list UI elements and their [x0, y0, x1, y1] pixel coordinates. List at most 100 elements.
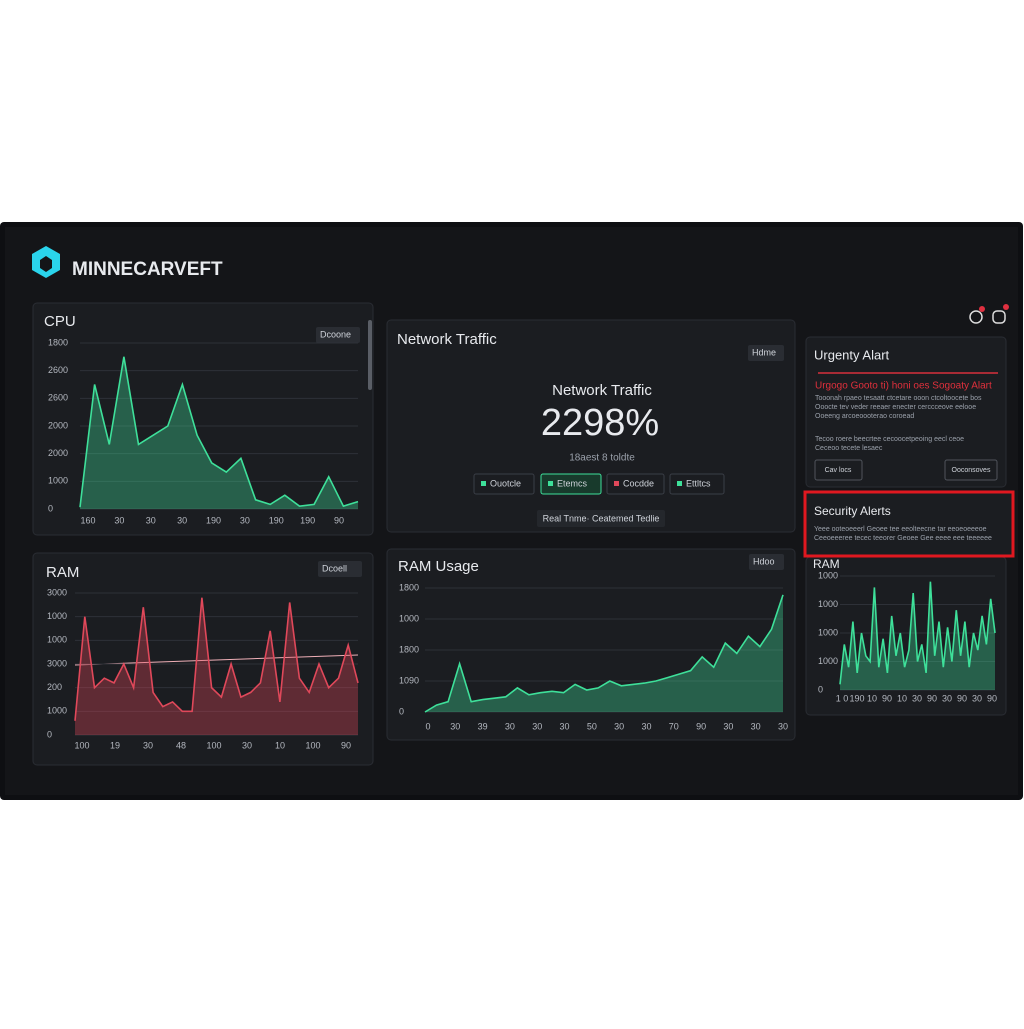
- x-tick-label: 30: [912, 693, 922, 703]
- notification-icon[interactable]: [969, 306, 985, 324]
- x-tick-label: 30: [146, 515, 156, 525]
- panel-title: Network Traffic: [397, 331, 497, 348]
- y-tick-label: 1000: [399, 613, 419, 623]
- button[interactable]: [540, 473, 602, 495]
- x-tick-label: 30: [450, 721, 460, 731]
- subtitle: 18aest 8 toldte: [569, 453, 635, 464]
- x-tick-label: 30: [778, 721, 788, 731]
- x-tick-label: 30: [240, 515, 250, 525]
- scrollbar[interactable]: [368, 320, 372, 390]
- x-tick-label: 100: [74, 740, 89, 750]
- alert-text: Ooeeng arcoeoooterao coroead: [815, 413, 914, 420]
- y-tick-label: 0: [48, 503, 53, 513]
- button-dot: [677, 481, 682, 486]
- line: [79, 356, 359, 508]
- y-tick-label: 1800: [399, 644, 419, 654]
- chat-icon[interactable]: [992, 304, 1009, 324]
- dropdown[interactable]: [316, 327, 360, 343]
- y-tick-label: 1800: [399, 582, 419, 592]
- dropdown[interactable]: [748, 345, 784, 361]
- x-tick-label: 70: [669, 721, 679, 731]
- dropdown-label: Dcoone: [320, 329, 351, 339]
- x-tick-label: 30: [177, 515, 187, 525]
- highlight-box: [803, 490, 1015, 558]
- ram-usage-panel: [386, 548, 796, 741]
- y-tick-label: 2000: [48, 420, 68, 430]
- button[interactable]: [473, 473, 535, 495]
- urgent-panel: [805, 336, 1007, 488]
- x-tick-label: 30: [242, 740, 252, 750]
- alert-text: Yeee ooteoeeerl Geoee tee eeolteecne tar…: [814, 526, 987, 533]
- button[interactable]: [814, 459, 863, 481]
- alert-text: Ceeoeeeree tecec teeorer Geoee Gee eeee …: [814, 535, 992, 542]
- x-tick-label: 190: [300, 515, 315, 525]
- button[interactable]: [606, 473, 665, 495]
- y-tick-label: 1000: [47, 611, 67, 621]
- panel-title: Security Alerts: [814, 504, 891, 518]
- y-tick-label: 1000: [818, 627, 838, 637]
- x-tick-label: 30: [641, 721, 651, 731]
- button[interactable]: [944, 459, 998, 481]
- dropdown[interactable]: [749, 554, 784, 570]
- x-tick-label: 90: [957, 693, 967, 703]
- y-tick-label: 2000: [48, 448, 68, 458]
- x-tick-label: 10: [897, 693, 907, 703]
- x-tick-label: 90: [882, 693, 892, 703]
- line: [74, 597, 359, 721]
- x-tick-label: 190: [269, 515, 284, 525]
- dropdown-label: Hdme: [752, 347, 776, 357]
- y-tick-label: 3000: [47, 658, 67, 668]
- y-tick-label: 1000: [818, 656, 838, 666]
- panel-title: RAM Usage: [398, 558, 479, 575]
- x-tick-label: 30: [114, 515, 124, 525]
- dropdown-label: Dcoell: [322, 563, 347, 573]
- y-tick-label: 0: [818, 684, 823, 694]
- x-tick-label: 30: [614, 721, 624, 731]
- button[interactable]: [669, 473, 725, 495]
- big-value: 2298%: [541, 402, 659, 444]
- x-tick-label: 48: [176, 740, 186, 750]
- alert-text: Tecoo roere beecrtee cecoocetpeoing eecl…: [815, 436, 964, 443]
- security-panel: [806, 493, 1012, 555]
- x-tick-label: 30: [723, 721, 733, 731]
- y-tick-label: 1000: [48, 476, 68, 486]
- x-tick-label: 50: [587, 721, 597, 731]
- x-tick-label: 100: [206, 740, 221, 750]
- x-tick-label: 90: [334, 515, 344, 525]
- x-tick-label: 10: [275, 740, 285, 750]
- x-tick-label: 190: [849, 693, 864, 703]
- x-tick-label: 0: [425, 721, 430, 731]
- brand: MINNECARVEFT: [72, 259, 223, 280]
- caption-box: [537, 510, 665, 527]
- x-tick-label: 30: [143, 740, 153, 750]
- alert-text: Ooocte tev veder reeaer enecter cerccceo…: [815, 404, 976, 411]
- button-label: Ouotcle: [490, 478, 521, 488]
- button-dot: [614, 481, 619, 486]
- button-dot: [481, 481, 486, 486]
- headline: Urgogo Gooto ti) honi oes Sogoaty Alart: [815, 381, 992, 392]
- x-tick-label: 30: [560, 721, 570, 731]
- x-tick-label: 90: [927, 693, 937, 703]
- dropdown[interactable]: [318, 561, 362, 577]
- x-tick-label: 19: [110, 740, 120, 750]
- x-tick-label: 30: [942, 693, 952, 703]
- button-dot: [548, 481, 553, 486]
- y-tick-label: 1000: [47, 635, 67, 645]
- x-tick-label: 90: [987, 693, 997, 703]
- alert-text: Ceceoo tecete lesaec: [815, 445, 883, 452]
- button-label: Ooconsoves: [952, 467, 991, 474]
- x-tick-label: 1 0: [836, 693, 849, 703]
- alert-text: Tooonah rpaeo tesaatt ctcetare ooon ctco…: [815, 395, 982, 402]
- panel-title: Urgenty Alart: [814, 347, 890, 362]
- cpu-panel: [32, 302, 374, 536]
- y-tick-label: 2600: [48, 365, 68, 375]
- area: [840, 581, 995, 690]
- y-tick-label: 1000: [818, 599, 838, 609]
- logo: [32, 246, 60, 278]
- x-tick-label: 190: [206, 515, 221, 525]
- x-tick-label: 10: [867, 693, 877, 703]
- line: [424, 594, 784, 713]
- button-label: Cocdde: [623, 478, 654, 488]
- ram-panel: [32, 552, 374, 766]
